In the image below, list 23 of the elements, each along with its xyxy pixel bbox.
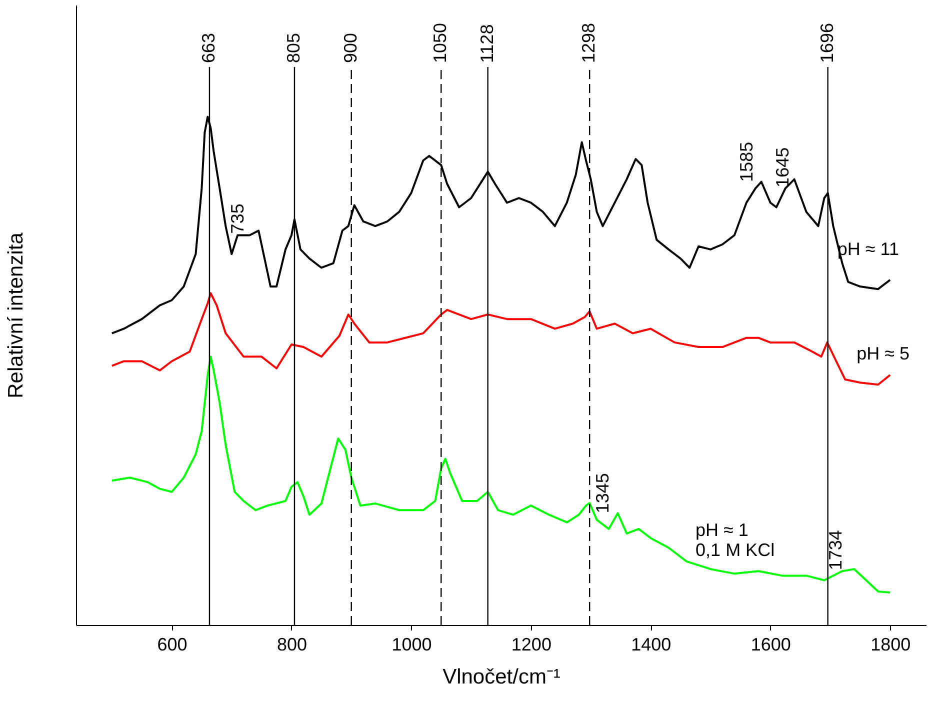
- x-tick-label: 800: [276, 634, 308, 654]
- annotation: 735: [228, 204, 248, 234]
- series-label: pH ≈ 1 0,1 M KCl: [696, 520, 775, 560]
- ref-line-label: 1696: [816, 22, 837, 63]
- x-tick-label: 600: [157, 634, 188, 654]
- annotation: 1345: [592, 473, 613, 514]
- y-axis-title: Relativní intenzita: [4, 232, 28, 398]
- ref-line-label: 663: [198, 32, 218, 63]
- ref-line-label: 1298: [578, 22, 599, 63]
- x-tick-label: 1800: [870, 634, 911, 654]
- ref-line-label: 805: [283, 32, 304, 63]
- x-tick-label: 1600: [750, 634, 791, 654]
- x-tick-label: 1200: [511, 634, 552, 654]
- ref-line-label: 900: [340, 32, 360, 63]
- x-axis-title: Vlnočet/cm⁻¹: [442, 666, 560, 688]
- ref-line-label: 1050: [430, 22, 450, 63]
- annotation: 1585: [736, 142, 756, 182]
- annotation: 1734: [826, 530, 846, 570]
- x-tick-label: 1400: [631, 634, 672, 654]
- series-label: pH ≈ 5: [856, 344, 910, 364]
- annotation: 1645: [772, 147, 792, 188]
- x-tick-label: 1000: [392, 634, 432, 654]
- ref-line-label: 1128: [476, 24, 497, 63]
